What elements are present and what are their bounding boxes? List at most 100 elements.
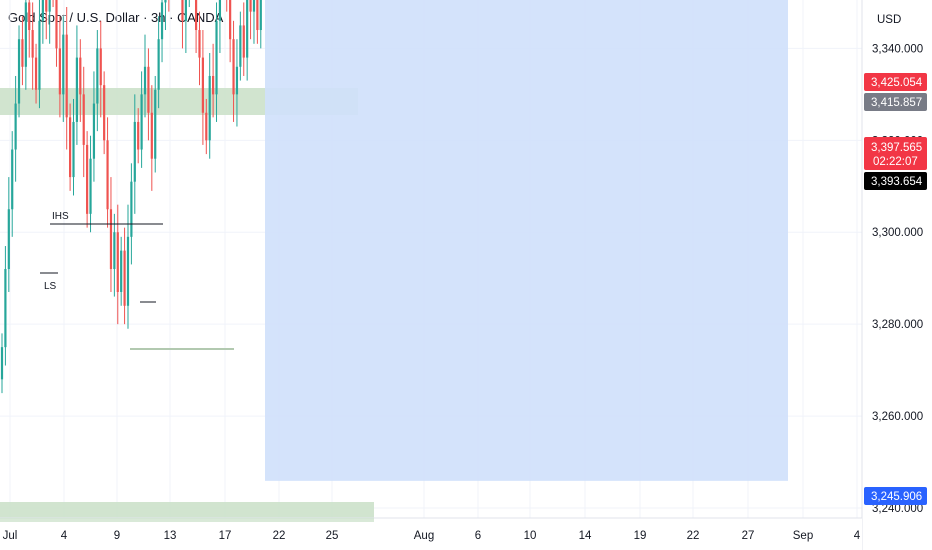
time-tick-label: 10	[524, 530, 537, 542]
candle	[147, 48, 150, 141]
candle	[246, 0, 249, 81]
time-tick-label: 22	[687, 530, 700, 542]
lines-layer: IHS LS	[40, 211, 234, 350]
candle-body	[198, 30, 201, 58]
candle-body	[120, 250, 123, 292]
candle-body	[14, 103, 17, 150]
candle-body	[181, 0, 184, 21]
candle	[4, 246, 7, 366]
candle	[7, 177, 10, 292]
candle-body	[130, 181, 133, 237]
time-tick-label: Jul	[3, 530, 18, 542]
candle-body	[218, 0, 222, 21]
candle	[41, 0, 44, 44]
candle	[208, 52, 211, 159]
candle	[72, 98, 75, 196]
price-tick-label: 3,300.000	[872, 227, 923, 239]
stop-price-tag[interactable]: 3,425.054	[864, 73, 927, 91]
candle-body	[38, 20, 41, 90]
candle-body	[201, 57, 204, 113]
price-tick-label: 3,280.000	[872, 319, 923, 331]
candle-body	[58, 48, 61, 95]
candle	[154, 75, 157, 173]
candle	[188, 0, 190, 8]
price-scale[interactable]: USD3,440.0003,400.0003,360.0003,340.0003…	[861, 0, 932, 550]
candle-body	[235, 66, 239, 95]
price-tick-label: 3,260.000	[872, 411, 923, 423]
candle-body	[126, 236, 130, 306]
candle	[150, 85, 153, 191]
candle-body	[86, 144, 89, 214]
candle	[11, 131, 14, 237]
candle-body	[147, 66, 150, 113]
candle	[157, 16, 160, 109]
candle-body	[65, 34, 68, 118]
last-price-text: 3,397.565	[871, 142, 922, 154]
candle	[28, 0, 31, 58]
candle	[109, 177, 113, 292]
stop-price-tag-text: 3,425.054	[871, 77, 923, 89]
candle	[92, 71, 96, 182]
candle	[226, 0, 228, 12]
candle-body	[137, 121, 140, 150]
time-tick-label: 17	[219, 530, 232, 542]
candle-body	[123, 250, 126, 306]
candle	[55, 0, 58, 67]
candle-body	[208, 75, 211, 141]
candle	[113, 213, 116, 297]
candle-body	[24, 2, 27, 67]
candle	[218, 0, 222, 53]
candle-body	[48, 0, 51, 12]
candle-body	[116, 232, 119, 292]
candle-body	[99, 48, 102, 86]
candle	[242, 2, 245, 76]
candle-body	[133, 121, 136, 182]
candle	[130, 163, 133, 265]
candle-body	[82, 94, 85, 145]
candle	[194, 0, 198, 53]
annotation-ihs: IHS	[52, 211, 69, 222]
candle	[38, 0, 41, 109]
candle	[86, 131, 89, 228]
candle-body	[55, 0, 58, 49]
candle	[65, 7, 68, 150]
candle-body	[75, 57, 79, 122]
candle-body	[89, 158, 92, 214]
candle	[140, 71, 143, 168]
candle	[249, 0, 252, 40]
time-tick-label: 25	[326, 530, 339, 542]
candle	[116, 204, 119, 325]
candle-body	[246, 0, 249, 58]
candle-body	[194, 0, 198, 31]
candle-body	[79, 57, 82, 95]
stop-price-tag-bg	[864, 73, 927, 91]
candle	[45, 0, 48, 40]
candle	[103, 71, 106, 155]
candle-body	[21, 39, 24, 67]
time-tick-label: Sep	[793, 530, 813, 542]
candle	[235, 39, 239, 127]
candle	[24, 0, 27, 90]
candle-body	[184, 0, 187, 21]
time-scale-zone-marker	[0, 518, 374, 522]
candle	[239, 11, 242, 81]
target-price-tag-text: 3,245.906	[871, 491, 922, 503]
last-price-tag[interactable]: 3,397.565 02:22:07	[864, 137, 927, 170]
candle-body	[17, 39, 21, 104]
entry-price-tag[interactable]: 3,415.857	[864, 93, 927, 111]
candle	[62, 16, 65, 122]
candle	[184, 0, 187, 53]
time-tick-label: 6	[475, 530, 481, 542]
horizontal-level-tag[interactable]: 3,393.654	[864, 172, 927, 190]
candle	[34, 43, 38, 104]
candle	[52, 0, 54, 8]
time-tick-label: 27	[742, 530, 755, 542]
candle-body	[212, 75, 215, 95]
target-price-tag[interactable]: 3,245.906	[864, 487, 927, 505]
candle-body	[41, 0, 44, 21]
time-scale[interactable]: Jul 4 9 13 17 22 25 Aug 6 10 14 19 22 27 Sep 4	[0, 517, 862, 550]
candle	[31, 2, 34, 90]
candle	[21, 16, 24, 86]
last-price-tag-bg	[864, 137, 927, 170]
